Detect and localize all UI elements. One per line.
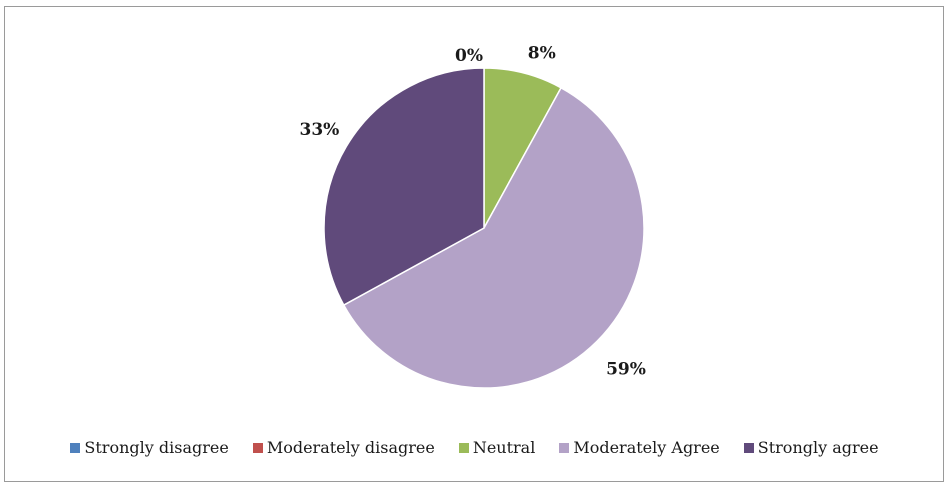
legend-item-moderately-disagree: Moderately disagree [252,438,435,457]
legend-item-strongly-disagree: Strongly disagree [70,438,229,457]
legend-swatch-strongly-disagree [70,442,81,453]
pie-slice-moderately-agree [342,86,645,389]
legend-label-moderately-disagree: Moderately disagree [266,438,435,457]
legend-swatch-strongly-agree [743,442,754,453]
legend: Strongly disagree Moderately disagree Ne… [0,438,949,457]
pie-slices [323,67,645,389]
data-label-strongly-agree: 33% [299,120,339,140]
legend-item-neutral: Neutral [458,438,536,457]
pie-data-labels: 0% 8% 59% 33% [299,44,645,380]
legend-item-moderately-agree: Moderately Agree [559,438,720,457]
data-label-moderately-agree: 59% [606,360,646,380]
legend-label-neutral: Neutral [472,438,536,457]
legend-swatch-moderately-disagree [252,442,263,453]
data-label-moderately-disagree: 0% [455,46,483,66]
legend-swatch-neutral [458,442,469,453]
legend-item-strongly-agree: Strongly agree [743,438,879,457]
legend-label-strongly-disagree: Strongly disagree [84,438,229,457]
data-label-neutral: 8% [528,44,556,64]
legend-label-moderately-agree: Moderately Agree [573,438,720,457]
legend-label-strongly-agree: Strongly agree [757,438,879,457]
legend-swatch-moderately-agree [559,442,570,453]
pie-slice-strongly-agree [323,67,485,307]
